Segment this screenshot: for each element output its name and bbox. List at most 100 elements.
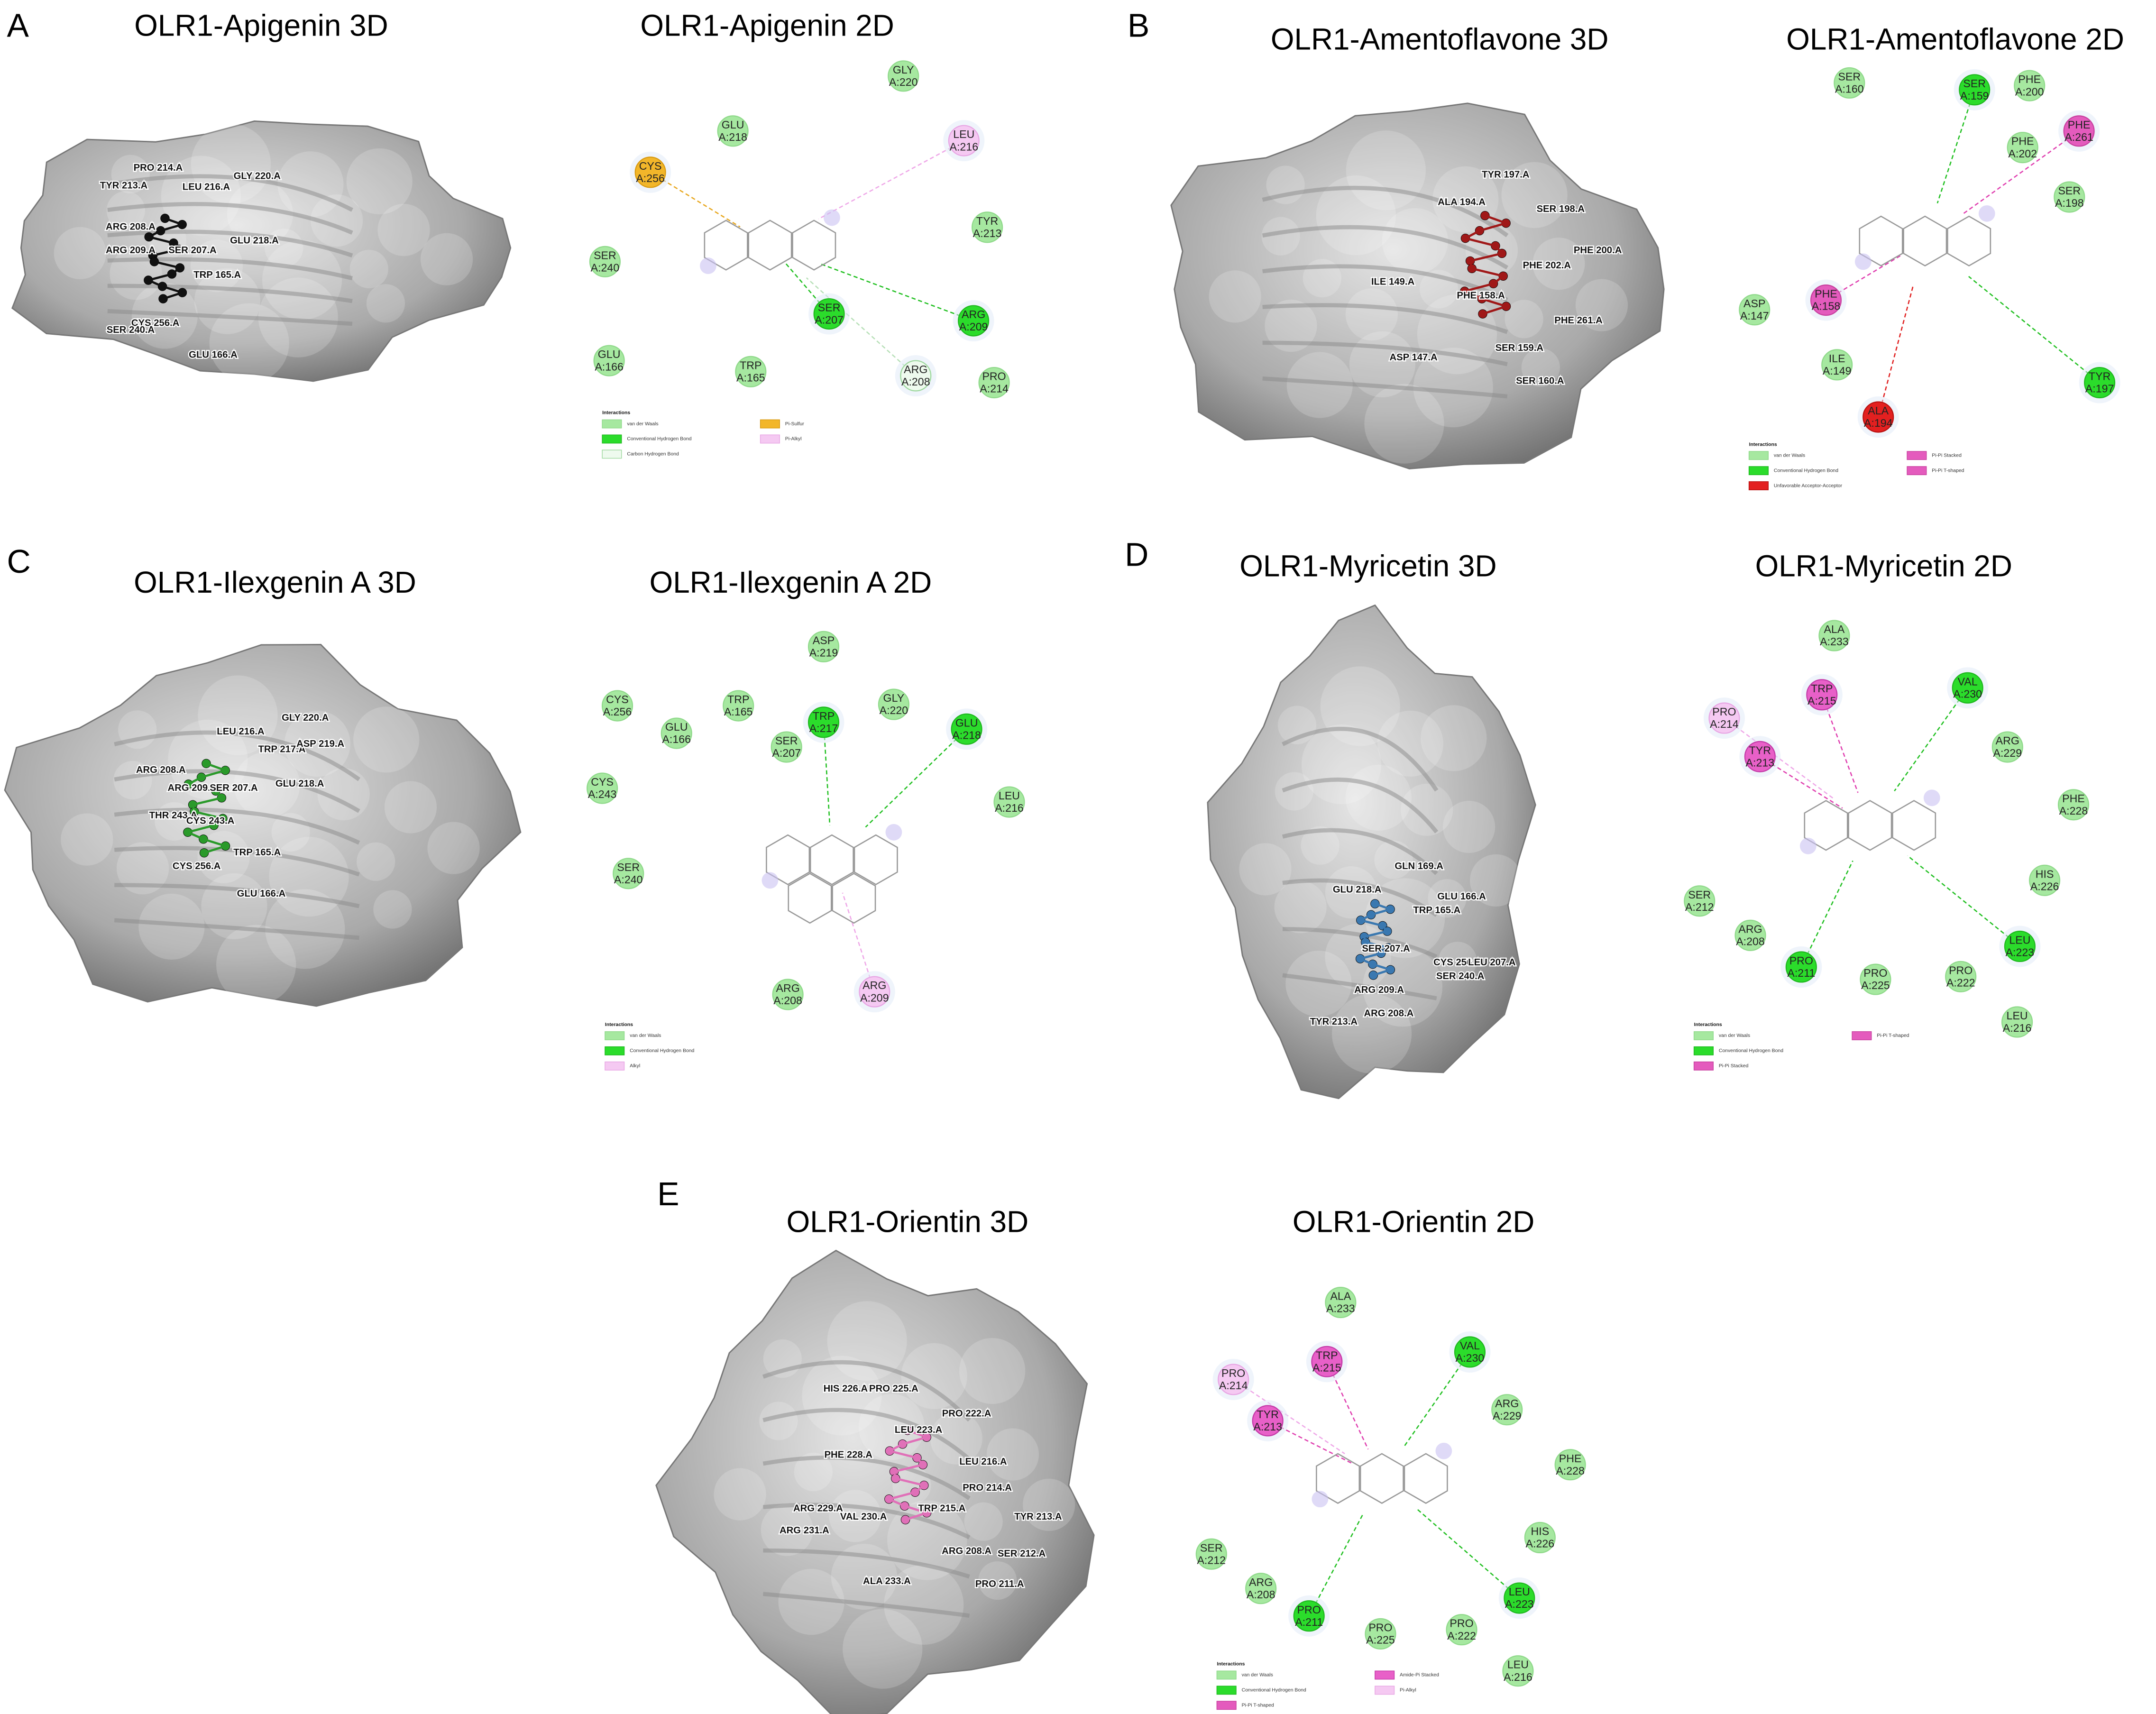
interaction-line <box>865 728 967 828</box>
residue-3d-label: SER 159.A <box>1495 343 1544 353</box>
residue-name: TYR <box>976 215 998 227</box>
residue-chain: A:228 <box>2059 805 2088 817</box>
molecule-ring <box>809 834 854 886</box>
atom-glow <box>824 209 840 226</box>
ligand-bond <box>1470 252 1503 262</box>
ligand-bond <box>1364 930 1388 938</box>
residue-node <box>813 298 845 330</box>
residue-3d-label: TRP 217.A <box>258 744 305 755</box>
residue-node <box>613 858 644 889</box>
legend-label: van der Waals <box>627 422 658 427</box>
residue-3d-label: SER 207.A <box>1362 944 1410 954</box>
residue-name: GLU <box>598 348 621 360</box>
ligand-bond <box>893 1471 897 1479</box>
legend-swatch <box>1907 466 1927 476</box>
residue-name: ALA <box>1824 623 1845 635</box>
residue-node <box>878 688 909 720</box>
residue-name: GLU <box>722 119 744 131</box>
ligand-bond <box>1469 260 1473 269</box>
atom-glow <box>1923 789 1940 807</box>
residue-3d-label: TRP 215.A <box>918 1503 965 1513</box>
ligand-bond <box>165 217 183 226</box>
legend-swatch <box>602 419 622 429</box>
residue-node <box>1195 1538 1227 1570</box>
molecule-ring <box>1859 215 1903 267</box>
ribbon <box>1262 303 1508 334</box>
legend-swatch <box>1216 1701 1237 1710</box>
residue-3d-label: SER 240.A <box>107 325 155 335</box>
ligand-bond <box>902 1436 927 1445</box>
ligand-bond <box>1360 914 1372 921</box>
ligand-bond <box>1370 908 1391 916</box>
legend-label: Unfavorable Acceptor-Acceptor <box>1774 483 1843 488</box>
legend-swatch <box>602 434 622 444</box>
surface-bump <box>353 706 420 773</box>
surface-bump <box>262 240 342 320</box>
residue-3d-label: LEU 216.A <box>959 1457 1007 1467</box>
surface-bump <box>1301 724 1382 805</box>
surface-bump <box>930 1412 982 1465</box>
diagram-title: OLR1-Apigenin 2D <box>640 9 894 43</box>
ligand-bond <box>889 1491 916 1500</box>
surface-bump <box>1239 843 1292 896</box>
legend-label: Pi-Pi T-shaped <box>1877 1033 1909 1038</box>
residue-chain: A:166 <box>662 733 691 745</box>
ligand-bond <box>1464 290 1483 300</box>
surface-bump <box>1505 300 1543 339</box>
legend-swatch <box>605 1031 625 1040</box>
ligand-bond <box>888 1498 905 1507</box>
ligand-bond <box>1372 963 1391 971</box>
surface-bump <box>234 752 300 818</box>
atom-glow <box>700 257 716 274</box>
residue-name: ALA <box>1330 1290 1351 1302</box>
residue-node <box>1454 1336 1486 1368</box>
ligand-bond <box>215 790 223 799</box>
residue-chain: A:226 <box>2030 880 2059 892</box>
residue-name: LEU <box>999 789 1020 802</box>
ligand-bond <box>173 242 180 250</box>
surface-bump <box>1320 666 1400 746</box>
surface-bump <box>284 711 350 777</box>
ligand-bond <box>193 797 222 806</box>
residue-3d-label: GLU 166.A <box>237 889 286 899</box>
ligand-bond <box>147 279 163 288</box>
ligand-bond <box>1359 957 1373 965</box>
surface-bump <box>1377 710 1443 777</box>
residue-3d-label: CYS 243.A <box>186 816 235 826</box>
residue-node <box>1218 1364 1249 1395</box>
legend-swatch <box>1216 1686 1237 1695</box>
residue-name: TRP <box>1811 682 1833 695</box>
residue-3d-label: PRO 214.A <box>134 163 183 173</box>
legend-swatch <box>1693 1031 1714 1040</box>
surface-bump <box>1374 840 1413 879</box>
legend-swatch <box>760 419 780 429</box>
residue-node <box>1959 74 1991 106</box>
surface-bump <box>1331 993 1412 1074</box>
residue-3d-label: ARG 208.A <box>942 1546 991 1556</box>
surface-bump <box>373 890 412 929</box>
surface-bump <box>1575 279 1628 331</box>
legend-swatch <box>605 1046 625 1055</box>
legend-label: Alkyl <box>630 1063 640 1069</box>
residue-3d-label: ARG 229.A <box>793 1503 843 1513</box>
residue-name: SER <box>1200 1541 1223 1554</box>
residue-node <box>1862 401 1894 433</box>
surface-bump <box>106 191 145 230</box>
molecule-ring <box>704 220 748 271</box>
residue-node <box>1365 1618 1396 1650</box>
molecule-ring <box>766 834 810 886</box>
surface-bump <box>265 889 345 969</box>
residue-chain: A:209 <box>860 991 889 1004</box>
surface-bump <box>759 1402 798 1440</box>
residue-chain: A:220 <box>880 704 908 716</box>
ligand-bond <box>162 285 183 294</box>
ligand-bond <box>1479 222 1506 232</box>
ribbon <box>1282 973 1437 1000</box>
ligand-atom <box>1370 899 1380 908</box>
surface-bump <box>317 768 370 821</box>
residue-3d-label: PHE 202.A <box>1523 260 1571 271</box>
residue-3d-label: TYR 213.A <box>100 181 148 191</box>
residue-3d-label: GLN 169.A <box>1395 861 1443 871</box>
residue-name: TYR <box>1749 744 1771 756</box>
residue-chain: A:229 <box>1493 1410 1522 1422</box>
